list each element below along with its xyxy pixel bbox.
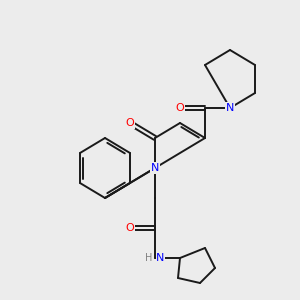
Text: O: O <box>126 118 134 128</box>
Text: N: N <box>226 103 234 113</box>
Text: O: O <box>176 103 184 113</box>
Text: O: O <box>126 223 134 233</box>
Text: N: N <box>156 253 165 263</box>
Text: N: N <box>151 163 159 173</box>
Text: H: H <box>145 253 153 263</box>
